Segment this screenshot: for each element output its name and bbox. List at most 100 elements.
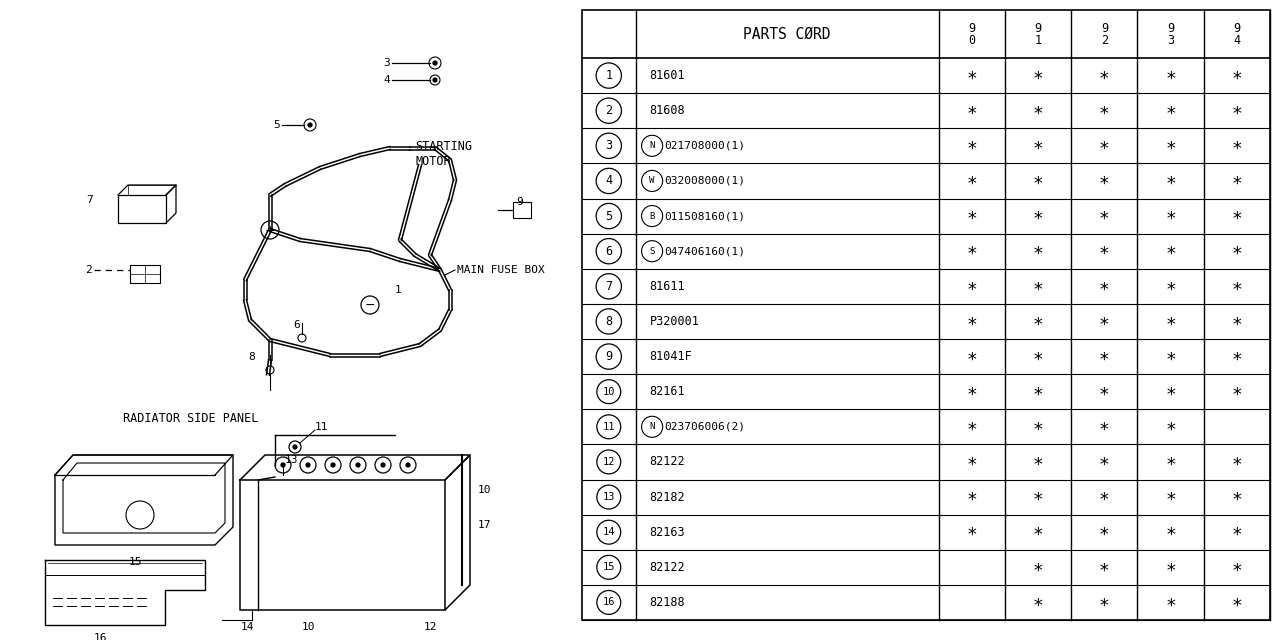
Text: ∗: ∗: [1033, 558, 1043, 576]
Text: ∗: ∗: [1231, 348, 1243, 365]
Text: RADIATOR SIDE PANEL: RADIATOR SIDE PANEL: [123, 412, 259, 424]
Text: 81611: 81611: [649, 280, 685, 293]
Text: 15: 15: [128, 557, 142, 567]
Text: ∗: ∗: [966, 312, 977, 330]
Text: ∗: ∗: [1100, 418, 1110, 436]
Text: ∗: ∗: [1033, 102, 1043, 120]
Text: 032008000(1): 032008000(1): [664, 176, 746, 186]
Text: ∗: ∗: [1231, 102, 1243, 120]
Text: ∗: ∗: [1165, 453, 1176, 471]
Text: 9: 9: [605, 350, 612, 363]
Text: ∗: ∗: [1033, 348, 1043, 365]
Text: ∗: ∗: [1165, 67, 1176, 84]
Text: 12: 12: [603, 457, 614, 467]
Text: 011508160(1): 011508160(1): [664, 211, 746, 221]
Text: ∗: ∗: [1231, 242, 1243, 260]
Text: ∗: ∗: [1100, 383, 1110, 401]
Text: 8: 8: [605, 315, 612, 328]
Circle shape: [356, 463, 360, 467]
Text: ∗: ∗: [966, 348, 977, 365]
Text: ∗: ∗: [966, 523, 977, 541]
Text: 7: 7: [86, 195, 93, 205]
Circle shape: [332, 463, 335, 467]
Text: MAIN FUSE BOX: MAIN FUSE BOX: [457, 265, 545, 275]
Text: ∗: ∗: [966, 488, 977, 506]
Text: ∗: ∗: [1231, 277, 1243, 295]
Text: S: S: [649, 246, 655, 256]
Text: 023706006(2): 023706006(2): [664, 422, 746, 432]
Text: 81601: 81601: [649, 69, 685, 82]
Text: N: N: [649, 141, 655, 150]
Text: ∗: ∗: [966, 67, 977, 84]
Text: ∗: ∗: [966, 207, 977, 225]
Text: 13: 13: [603, 492, 614, 502]
Text: 1: 1: [396, 285, 402, 295]
Text: ∗: ∗: [1231, 488, 1243, 506]
Text: ∗: ∗: [1033, 523, 1043, 541]
Text: ∗: ∗: [1165, 383, 1176, 401]
Text: 2: 2: [86, 265, 92, 275]
Text: ∗: ∗: [1100, 67, 1110, 84]
Text: ∗: ∗: [1231, 207, 1243, 225]
Circle shape: [433, 78, 436, 82]
Text: ∗: ∗: [1100, 488, 1110, 506]
Text: ∗: ∗: [966, 102, 977, 120]
Text: ∗: ∗: [1231, 593, 1243, 611]
Circle shape: [306, 463, 310, 467]
Text: ∗: ∗: [1033, 383, 1043, 401]
Text: ∗: ∗: [1165, 207, 1176, 225]
Text: 9
2: 9 2: [1101, 22, 1108, 47]
Text: ∗: ∗: [1165, 172, 1176, 190]
Text: 9: 9: [516, 197, 522, 207]
Text: ∗: ∗: [1165, 242, 1176, 260]
Text: ∗: ∗: [1165, 102, 1176, 120]
Text: 3: 3: [605, 140, 612, 152]
Text: 9
1: 9 1: [1034, 22, 1042, 47]
Text: ∗: ∗: [1100, 312, 1110, 330]
Text: ∗: ∗: [1165, 348, 1176, 365]
Text: ∗: ∗: [1100, 453, 1110, 471]
Text: 9
0: 9 0: [968, 22, 975, 47]
Text: 82122: 82122: [649, 456, 685, 468]
Text: ∗: ∗: [1165, 488, 1176, 506]
Text: W: W: [649, 177, 655, 186]
Text: 16: 16: [93, 633, 106, 640]
Text: 81608: 81608: [649, 104, 685, 117]
Text: 82188: 82188: [649, 596, 685, 609]
Text: ∗: ∗: [1231, 383, 1243, 401]
Text: 4: 4: [605, 175, 612, 188]
Text: 5: 5: [273, 120, 280, 130]
Text: 16: 16: [603, 597, 614, 607]
Text: ∗: ∗: [1100, 593, 1110, 611]
Text: 82161: 82161: [649, 385, 685, 398]
Text: 10: 10: [477, 485, 492, 495]
Text: ∗: ∗: [1165, 137, 1176, 155]
Text: ∗: ∗: [1033, 172, 1043, 190]
Text: ∗: ∗: [1231, 453, 1243, 471]
Text: ∗: ∗: [1100, 348, 1110, 365]
Text: ∗: ∗: [1033, 137, 1043, 155]
Text: ∗: ∗: [966, 137, 977, 155]
Text: +: +: [265, 223, 275, 237]
Text: 6: 6: [293, 320, 301, 330]
Text: 4: 4: [383, 75, 390, 85]
Bar: [513, 202, 531, 218]
Text: ∗: ∗: [1231, 312, 1243, 330]
Text: P320001: P320001: [649, 315, 699, 328]
Text: 3: 3: [383, 58, 390, 68]
Text: ∗: ∗: [1165, 312, 1176, 330]
Text: ∗: ∗: [1100, 558, 1110, 576]
Circle shape: [293, 445, 297, 449]
Circle shape: [433, 61, 436, 65]
Text: ∗: ∗: [1231, 172, 1243, 190]
Text: ∗: ∗: [966, 383, 977, 401]
Text: 7: 7: [605, 280, 612, 293]
Text: 11: 11: [603, 422, 614, 432]
Text: ∗: ∗: [1100, 242, 1110, 260]
Text: ∗: ∗: [1231, 558, 1243, 576]
Text: 2: 2: [605, 104, 612, 117]
Text: 8: 8: [248, 352, 256, 362]
Text: ∗: ∗: [966, 453, 977, 471]
Text: 17: 17: [477, 520, 492, 530]
Text: ∗: ∗: [1100, 207, 1110, 225]
